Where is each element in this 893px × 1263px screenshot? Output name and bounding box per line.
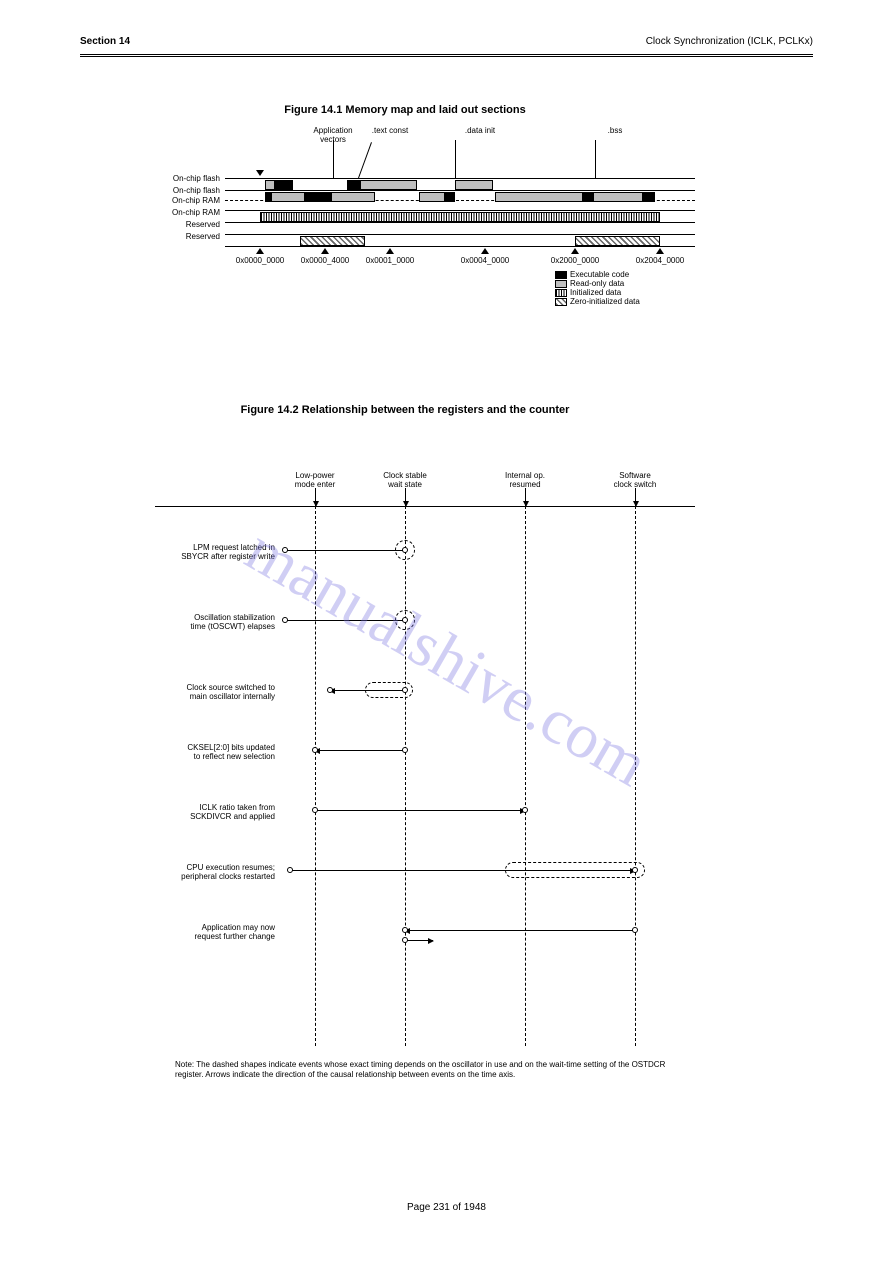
page-footer: Page 231 of 1948 bbox=[80, 1202, 813, 1213]
header-rule bbox=[80, 54, 813, 57]
fig1-caption: Figure 14.1 Memory map and laid out sect… bbox=[85, 104, 725, 116]
fig2-rowlabel: ICLK ratio taken fromSCKDIVCR and applie… bbox=[125, 804, 275, 822]
fig1-toplabel: .text const bbox=[372, 126, 408, 135]
fig2-rowlabel: CKSEL[2:0] bits updatedto reflect new se… bbox=[125, 744, 275, 762]
fig1-rowlabel: On-chip RAM bbox=[115, 196, 220, 205]
fig2-rowlabel: Clock source switched tomain oscillator … bbox=[125, 684, 275, 702]
fig1-rowlabel: On-chip flash bbox=[115, 174, 220, 183]
header-chapter: Clock Synchronization (ICLK, PCLKx) bbox=[646, 36, 813, 47]
fig1-toplabel: .data init bbox=[465, 126, 495, 135]
fig2-xaxis bbox=[155, 506, 695, 507]
fig2-xlabel: Clock stablewait state bbox=[375, 472, 435, 490]
fig1-rowlabel: Reserved bbox=[115, 232, 220, 241]
fig1-legend: Executable code Read-only data Initializ… bbox=[555, 270, 640, 306]
header-section: Section 14 bbox=[80, 36, 130, 47]
fig2-caption: Figure 14.2 Relationship between the reg… bbox=[85, 404, 725, 416]
fig1-ticklabel: 0x2000_0000 bbox=[551, 256, 600, 265]
fig2-rowlabel: CPU execution resumes;peripheral clocks … bbox=[125, 864, 275, 882]
fig1-rowlabel: On-chip flash bbox=[115, 186, 220, 195]
fig1-ticklabel: 0x0000_0000 bbox=[236, 256, 285, 265]
fig1-rowlabel: On-chip RAM bbox=[115, 208, 220, 217]
fig2-rowlabel: LPM request latched inSBYCR after regist… bbox=[125, 544, 275, 562]
fig1-ticklabel: 0x2004_0000 bbox=[636, 256, 685, 265]
fig1-ticklabel: 0x0000_4000 bbox=[301, 256, 350, 265]
fig2-rowlabel: Oscillation stabilizationtime (tOSCWT) e… bbox=[125, 614, 275, 632]
fig1-ticklabel: 0x0004_0000 bbox=[461, 256, 510, 265]
fig1-ticklabel: 0x0001_0000 bbox=[366, 256, 415, 265]
fig1-toplabel: Applicationvectors bbox=[313, 126, 352, 144]
fig2-xlabel: Low-powermode enter bbox=[285, 472, 345, 490]
fig2-xlabel: Internal op.resumed bbox=[495, 472, 555, 490]
figure-memory-map: Figure 14.1 Memory map and laid out sect… bbox=[115, 130, 695, 325]
figure-timing: Figure 14.2 Relationship between the reg… bbox=[115, 430, 695, 1060]
fig1-toplabel: .bss bbox=[608, 126, 623, 135]
fig1-rowlabel: Reserved bbox=[115, 220, 220, 229]
fig2-rowlabel: Application may nowrequest further chang… bbox=[125, 924, 275, 942]
fig2-note: Note: The dashed shapes indicate events … bbox=[175, 1060, 695, 1081]
fig2-xlabel: Softwareclock switch bbox=[605, 472, 665, 490]
